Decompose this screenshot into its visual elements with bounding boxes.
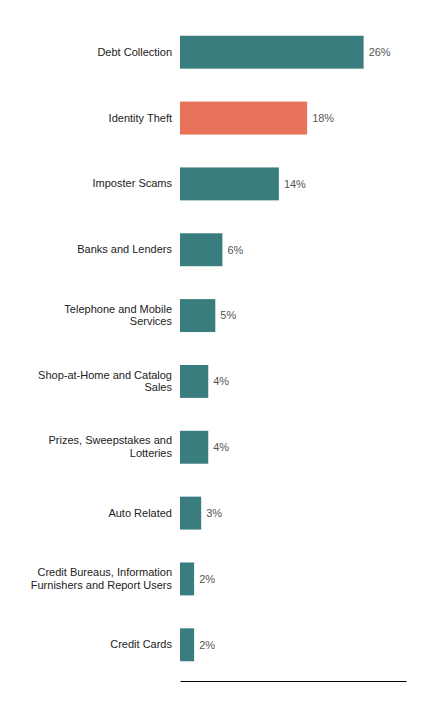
y-axis: Credit Cards Credit Bureaus, InformationF…	[31, 46, 173, 651]
y-tick: Credit Cards	[110, 638, 172, 650]
x-axis	[181, 681, 407, 682]
bars	[180, 36, 364, 661]
y-tick: Auto Related	[108, 507, 172, 519]
data-label: 2%	[199, 573, 215, 585]
bar	[180, 36, 364, 69]
x-axis-line	[181, 681, 407, 682]
bar	[180, 233, 222, 266]
data-label: 4%	[213, 375, 229, 387]
y-tick-label: Identity Theft	[109, 112, 172, 124]
bar	[180, 562, 194, 595]
y-tick-label: Auto Related	[108, 507, 172, 519]
data-label: 4%	[213, 441, 229, 453]
bar	[180, 431, 208, 464]
bar	[180, 628, 194, 661]
y-tick: Identity Theft	[109, 112, 172, 124]
bar	[180, 299, 215, 332]
data-labels: 2% 2% 3% 4% 4% 5% 6% 14% 18% 26%	[199, 46, 391, 651]
data-label: 3%	[206, 507, 222, 519]
y-tick: Banks and Lenders	[77, 243, 172, 255]
y-tick: Credit Bureaus, InformationFurnishers an…	[31, 566, 173, 591]
bar	[180, 167, 279, 200]
y-tick-label: Imposter Scams	[93, 177, 173, 189]
data-label: 6%	[227, 244, 243, 256]
y-tick: Shop-at-Home and CatalogSales	[38, 369, 172, 394]
y-tick: Imposter Scams	[93, 177, 173, 189]
y-tick-label: Shop-at-Home and CatalogSales	[38, 369, 172, 394]
y-tick: Debt Collection	[97, 46, 172, 58]
y-tick-label: Debt Collection	[97, 46, 172, 58]
y-tick: Telephone and MobileServices	[64, 303, 172, 328]
y-tick-label: Banks and Lenders	[77, 243, 172, 255]
data-label: 14%	[284, 178, 306, 190]
data-label: 5%	[220, 309, 236, 321]
y-tick: Prizes, Sweepstakes andLotteries	[48, 434, 172, 459]
data-label: 18%	[312, 112, 334, 124]
data-label: 2%	[199, 639, 215, 651]
data-label: 26%	[369, 46, 391, 58]
y-tick-label: Prizes, Sweepstakes andLotteries	[48, 434, 172, 459]
plot-area: Credit Cards Credit Bureaus, InformationF…	[31, 36, 407, 682]
y-tick-label: Credit Bureaus, InformationFurnishers an…	[31, 566, 173, 591]
bar	[180, 102, 307, 135]
bar	[180, 497, 201, 530]
bar	[180, 365, 208, 398]
chart: Credit Cards Credit Bureaus, InformationF…	[0, 0, 426, 701]
y-tick-label: Credit Cards	[110, 638, 172, 650]
y-tick-label: Telephone and MobileServices	[64, 303, 172, 328]
